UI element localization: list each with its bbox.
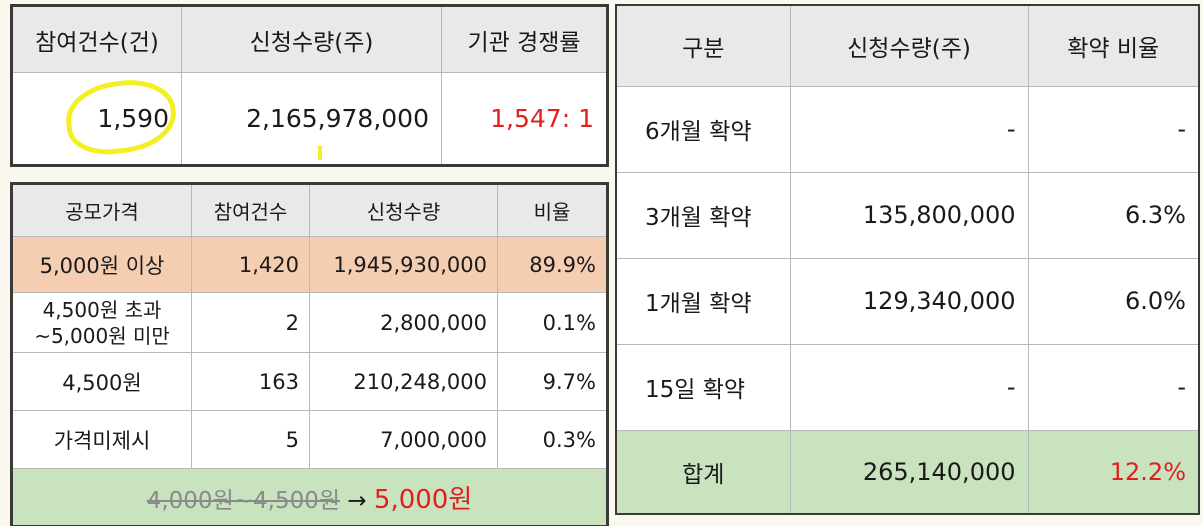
table-row: 가격미제시 5 7,000,000 0.3%	[11, 410, 608, 469]
table-row: 4,500원 초과 ~5,000원 미만 2 2,800,000 0.1%	[11, 292, 608, 353]
lockup-ratio: -	[1027, 85, 1200, 173]
value-application-qty: 2,165,978,000	[181, 72, 442, 166]
lockup-qty: -	[789, 343, 1029, 431]
table-row: 5,000원 이상 1,420 1,945,930,000 89.9%	[11, 236, 608, 293]
final-price-row: 4,000원~4,500원 → 5,000원	[11, 468, 608, 526]
old-price-range: 4,000원~4,500원	[146, 487, 340, 514]
table-row: 15일 확약 - -	[615, 343, 1200, 431]
lockup-header-row: 구분 신청수량(주) 확약 비율	[615, 4, 1200, 87]
lockup-total-row: 합계 265,140,000 12.2%	[615, 429, 1200, 515]
table-row: 4,500원 163 210,248,000 9.7%	[11, 352, 608, 411]
lockup-label: 6개월 확약	[615, 85, 791, 173]
lockup-ratio: -	[1027, 343, 1200, 431]
value-participation-count: 1,590	[11, 72, 182, 166]
lockup-table: 구분 신청수량(주) 확약 비율 6개월 확약 - - 3개월 확약 135,8…	[615, 4, 1200, 515]
price-label: 4,500원 초과 ~5,000원 미만	[11, 292, 192, 353]
total-qty: 265,140,000	[789, 429, 1029, 515]
lockup-qty: 129,340,000	[789, 257, 1029, 345]
price-ratio: 89.9%	[497, 236, 608, 293]
lockup-ratio: 6.0%	[1027, 257, 1200, 345]
price-qty: 1,945,930,000	[309, 236, 498, 293]
price-label: 가격미제시	[11, 410, 192, 469]
price-label: 5,000원 이상	[11, 236, 192, 293]
value-competition-rate: 1,547: 1	[441, 72, 608, 166]
header-count: 참여건수	[191, 183, 310, 237]
lockup-qty: 135,800,000	[789, 171, 1029, 259]
price-ratio: 9.7%	[497, 352, 608, 411]
summary-header-row: 참여건수(건) 신청수량(주) 기관 경쟁률	[11, 5, 608, 73]
header-lockup-ratio: 확약 비율	[1027, 4, 1200, 87]
price-count: 1,420	[191, 236, 310, 293]
header-qty: 신청수량	[309, 183, 498, 237]
header-ratio: 비율	[497, 183, 608, 237]
header-lockup-qty: 신청수량(주)	[789, 4, 1029, 87]
lockup-label: 1개월 확약	[615, 257, 791, 345]
price-distribution-table: 공모가격 참여건수 신청수량 비율 5,000원 이상 1,420 1,945,…	[10, 182, 609, 526]
header-offer-price: 공모가격	[11, 183, 192, 237]
arrow-icon: →	[347, 487, 367, 514]
header-category: 구분	[615, 4, 791, 87]
lockup-qty: -	[789, 85, 1029, 173]
lockup-label: 15일 확약	[615, 343, 791, 431]
header-participation-count: 참여건수(건)	[11, 5, 182, 73]
header-competition-rate: 기관 경쟁률	[441, 5, 608, 73]
table-row: 1개월 확약 129,340,000 6.0%	[615, 257, 1200, 345]
price-count: 163	[191, 352, 310, 411]
header-application-qty: 신청수량(주)	[181, 5, 442, 73]
price-label: 4,500원	[11, 352, 192, 411]
lockup-label: 3개월 확약	[615, 171, 791, 259]
final-price-cell: 4,000원~4,500원 → 5,000원	[11, 468, 608, 526]
table-row: 6개월 확약 - -	[615, 85, 1200, 173]
new-price: 5,000원	[373, 484, 473, 515]
price-qty: 210,248,000	[309, 352, 498, 411]
total-ratio: 12.2%	[1027, 429, 1200, 515]
total-label: 합계	[615, 429, 791, 515]
table-row: 3개월 확약 135,800,000 6.3%	[615, 171, 1200, 259]
price-count: 5	[191, 410, 310, 469]
lockup-ratio: 6.3%	[1027, 171, 1200, 259]
price-ratio: 0.1%	[497, 292, 608, 353]
summary-value-row: 1,590 2,165,978,000 1,547: 1	[11, 72, 608, 166]
price-header-row: 공모가격 참여건수 신청수량 비율	[11, 183, 608, 237]
price-ratio: 0.3%	[497, 410, 608, 469]
price-count: 2	[191, 292, 310, 353]
yellow-marker-tick	[318, 146, 322, 160]
summary-table: 참여건수(건) 신청수량(주) 기관 경쟁률 1,590 2,165,978,0…	[10, 4, 609, 167]
price-qty: 2,800,000	[309, 292, 498, 353]
price-qty: 7,000,000	[309, 410, 498, 469]
